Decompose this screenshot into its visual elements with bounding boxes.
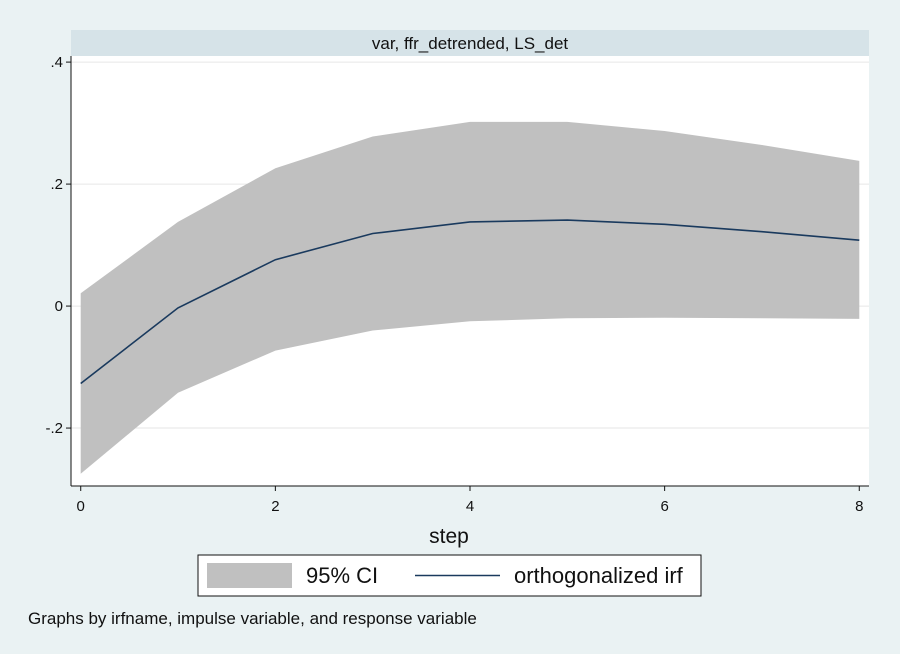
chart-title: var, ffr_detrended, LS_det — [372, 34, 569, 53]
y-tick-label: .2 — [50, 176, 63, 193]
x-tick-label: 2 — [271, 498, 279, 515]
x-ticks: 0 2 4 6 8 — [77, 486, 863, 515]
x-tick-label: 4 — [466, 498, 474, 515]
irf-line — [80, 219, 860, 385]
legend-label-irf: orthogonalized irf — [514, 563, 684, 588]
x-tick-label: 8 — [855, 498, 863, 515]
graph-note: Graphs by irfname, impulse variable, and… — [28, 609, 477, 628]
irf-line-layer — [80, 219, 860, 385]
y-tick-label: 0 — [55, 298, 63, 315]
legend: 95% CI orthogonalized irf — [197, 554, 702, 597]
y-tick-label: .4 — [50, 54, 63, 71]
legend-swatch-ci — [207, 563, 292, 588]
ci-band-layer — [80, 121, 860, 474]
y-ticks: .4 .2 0 -.2 — [45, 54, 71, 437]
ci-band — [80, 121, 860, 474]
legend-label-ci: 95% CI — [306, 563, 378, 588]
x-axis-title: step — [429, 525, 469, 548]
x-tick-label: 6 — [660, 498, 668, 515]
y-tick-label: -.2 — [45, 420, 63, 437]
title-strip — [71, 30, 869, 56]
x-tick-label: 0 — [77, 498, 85, 515]
